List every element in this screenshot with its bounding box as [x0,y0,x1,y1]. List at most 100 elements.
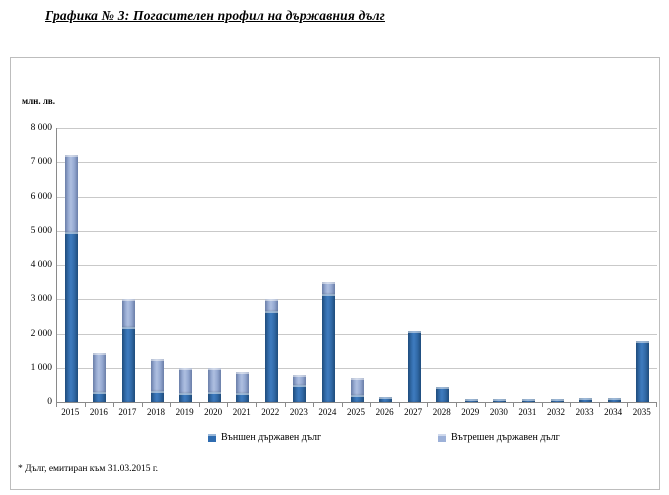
x-tick-label-2025: 2025 [347,407,365,417]
y-tick-label-4000: 4 000 [30,260,52,270]
plot-area [56,128,657,403]
x-axis-tick [656,403,657,407]
x-tick-label-2031: 2031 [518,407,537,417]
x-axis-tick [113,403,115,407]
x-tick-label-2019: 2019 [175,407,194,417]
bar-2034-external [607,398,621,402]
bar-2033-external [579,398,593,402]
gridline-2000 [57,333,657,335]
x-axis-tick [84,403,86,407]
bar-2024-external [321,294,335,402]
gridline-1000 [57,367,657,369]
footnote: * Дълг, емитиран към 31.03.2015 г. [18,464,159,474]
x-axis-tick [598,403,600,407]
legend-label-external: Външен държавен дълг [221,432,322,443]
bar-2023-external [293,384,307,402]
x-axis-tick [284,403,286,407]
x-tick-label-2026: 2026 [375,407,394,417]
bar-2016-internal [93,353,107,392]
x-tick-label-2022: 2022 [261,407,280,417]
x-tick-label-2018: 2018 [147,407,165,417]
x-axis-tick [141,403,143,407]
x-axis-tick [341,403,343,407]
x-axis-tick [398,403,400,407]
legend-label-internal: Вътрешен държавен дълг [451,432,560,443]
y-tick-label-5000: 5 000 [30,225,52,236]
bar-2028-external [436,386,450,402]
bar-2025-external [350,395,364,402]
x-axis-tick [198,403,200,407]
legend-item-external: Външен държавен дълг [208,432,321,443]
gridline-5000 [57,230,657,232]
external-debt-swatch [208,433,216,442]
bar-2018-internal [150,359,164,391]
bar-2019-internal [179,367,193,394]
bar-2027-external [407,330,421,402]
x-tick-label-2030: 2030 [489,407,508,417]
chart-title: Графика № 3: Погасителен профил на държа… [45,8,385,23]
bar-2031-external [521,398,535,402]
bar-2020-external [207,391,221,402]
x-tick-label-2016: 2016 [89,407,108,417]
gridline-6000 [57,196,657,198]
x-tick-label-2027: 2027 [404,407,423,417]
x-axis-tick [541,403,543,407]
bar-2024-internal [321,282,335,295]
bar-2018-external [150,390,164,402]
bar-2016-external [93,391,107,402]
bar-2017-internal [121,299,135,327]
x-axis-tick [256,403,257,407]
bar-2020-internal [207,367,221,392]
x-axis-tick [370,403,372,407]
bar-2022-internal [264,299,278,312]
bar-2023-internal [293,374,307,385]
gridline-7000 [57,162,657,164]
bar-2017-external [121,326,135,402]
x-axis-tick [484,403,486,407]
x-tick-label-2035: 2035 [632,407,651,417]
bar-2025-internal [350,378,364,396]
bar-2026-external [379,396,393,402]
x-axis-tick [427,403,429,407]
x-tick-label-2029: 2029 [461,407,480,417]
bar-2015-internal [64,155,78,233]
x-tick-label-2021: 2021 [232,407,251,417]
x-axis-tick [313,403,315,407]
bar-2029-external [464,398,478,402]
x-axis-tick [456,403,457,407]
gridline-3000 [57,299,657,301]
x-tick-label-2032: 2032 [547,407,565,417]
y-tick-label-3000: 3 000 [30,294,52,305]
bar-2021-internal [236,372,250,394]
x-tick-label-2033: 2033 [575,407,594,417]
x-tick-label-2028: 2028 [432,407,451,417]
bar-2021-external [236,393,250,402]
legend-item-internal: Вътрешен държавен дълг [438,432,560,443]
x-tick-label-2020: 2020 [204,407,223,417]
internal-debt-swatch [438,433,446,442]
bar-2030-external [493,398,507,402]
x-tick-label-2023: 2023 [289,407,308,417]
gridline-4000 [57,265,657,266]
y-tick-label-2000: 2 000 [30,328,52,339]
x-axis-tick [627,403,629,407]
bar-2015-external [64,232,78,402]
bar-2022-external [264,311,278,402]
x-tick-label-2015: 2015 [61,407,80,417]
gridline-8000 [57,128,657,129]
x-axis-tick [513,403,515,407]
chart-frame: млн. лв. 0 1 000 2 000 3 000 4 000 5 000 6 000… [10,57,660,490]
y-axis-unit-label: млн. лв. [22,96,56,106]
x-axis-tick [170,403,172,407]
bar-2032-external [550,398,564,402]
bar-2019-external [179,393,193,402]
y-tick-label-6000: 6 000 [30,191,52,202]
bar-2035-external [636,341,650,402]
y-tick-label-1000: 1 000 [30,362,52,373]
y-tick-label-0: 0 [47,397,52,407]
x-axis-tick [227,403,229,407]
x-tick-label-2034: 2034 [604,407,623,417]
y-tick-label-7000: 7 000 [30,157,52,168]
y-tick-label-8000: 8 000 [30,123,52,133]
